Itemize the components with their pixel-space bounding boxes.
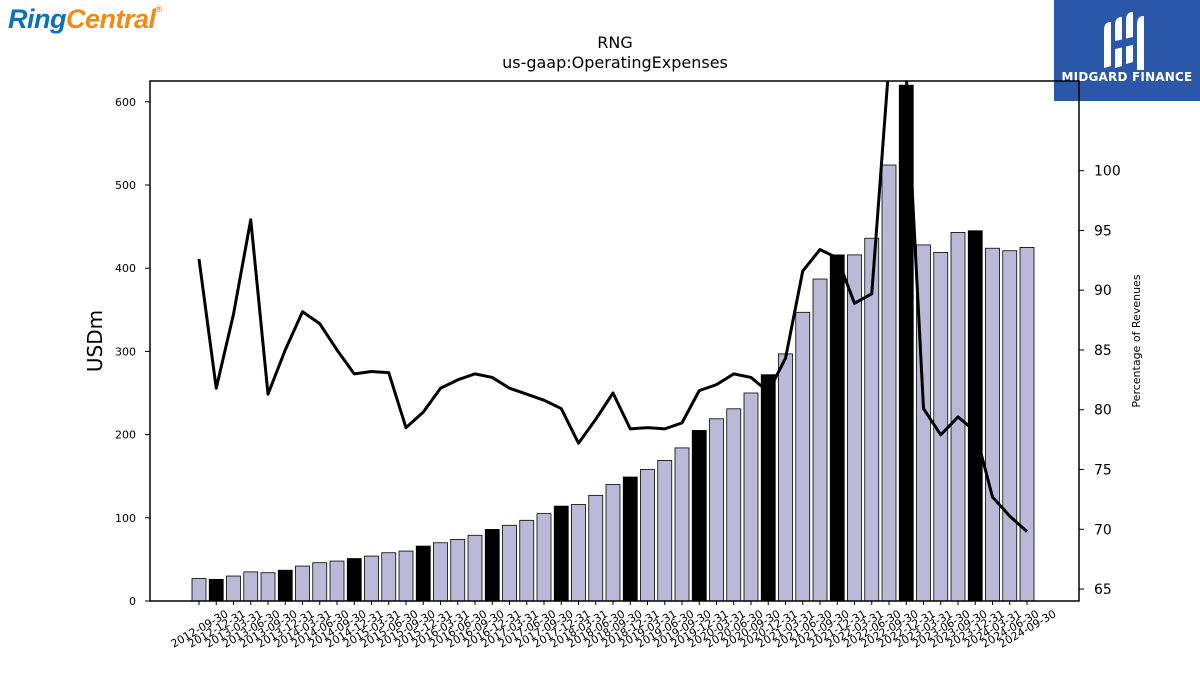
bar (484, 529, 500, 602)
left-tick-label: 500 (115, 179, 136, 192)
bar (588, 494, 604, 602)
bar (847, 254, 862, 602)
bar (295, 565, 310, 602)
left-tick-label: 400 (115, 262, 136, 275)
bar (743, 392, 759, 602)
right-tick-label: 75 (1094, 463, 1112, 479)
left-axis: 0 100 200 300 400 500 600 (115, 96, 150, 608)
bar (674, 447, 690, 602)
left-tick-label: 100 (115, 512, 136, 525)
bar (812, 278, 828, 602)
bar (191, 578, 207, 602)
bar (709, 418, 724, 602)
bar (622, 476, 638, 602)
right-axis-label: Percentage of Revenues (1130, 274, 1143, 407)
left-tick-label: 200 (115, 429, 136, 442)
bar (1002, 250, 1018, 602)
bar (433, 542, 448, 602)
left-axis-label: USDm (83, 310, 107, 372)
bar (312, 562, 328, 602)
bar (691, 430, 707, 602)
bar (760, 374, 776, 602)
bar (398, 550, 414, 602)
logo-ring-text: Ring (8, 4, 67, 34)
right-tick-label: 95 (1094, 223, 1112, 239)
bar (243, 571, 259, 602)
bar (605, 484, 621, 602)
line-series (197, 81, 1029, 533)
bar (381, 552, 397, 602)
bar (571, 504, 586, 602)
bar (985, 247, 1000, 602)
left-tick-label: 300 (115, 345, 136, 358)
chart-title-metric: us-gaap:OperatingExpenses (502, 53, 728, 72)
bar (450, 539, 466, 602)
bar (967, 230, 983, 602)
right-tick-label: 80 (1094, 403, 1112, 419)
right-tick-label: 85 (1094, 343, 1112, 359)
bar (519, 519, 535, 602)
bar (364, 555, 379, 602)
bar (726, 408, 742, 602)
bar-series (191, 84, 1035, 602)
x-axis: 2012-09-302012-12-312013-03-312013-06-30… (169, 601, 1059, 651)
bar (778, 353, 793, 602)
bar (467, 534, 483, 602)
logo-central-text: Central (66, 4, 156, 34)
bar (536, 513, 552, 602)
right-tick-label: 90 (1094, 283, 1112, 299)
midgard-emblem-icon (1104, 12, 1144, 70)
bar (502, 524, 517, 602)
bar (640, 469, 655, 602)
plot-frame (149, 80, 1080, 602)
bar (415, 545, 431, 602)
right-tick-label: 100 (1094, 164, 1121, 180)
bar (329, 560, 345, 602)
bar (795, 311, 811, 602)
left-tick-label: 600 (115, 96, 136, 109)
left-tick-label: 0 (129, 595, 136, 608)
bar (346, 558, 362, 602)
bar (829, 254, 845, 602)
bar (226, 575, 241, 602)
bar (657, 459, 673, 602)
bar (260, 572, 276, 602)
right-axis: 65 70 75 80 85 90 95 100 (1079, 164, 1121, 598)
logo-registered-mark: ® (155, 4, 163, 14)
right-tick-label: 65 (1094, 582, 1112, 598)
bar (553, 505, 569, 602)
bar (277, 569, 293, 602)
ringcentral-logo: RingCentral® (8, 4, 162, 35)
bar (208, 578, 224, 602)
midgard-finance-logo: MIDGARD FINANCE (1054, 0, 1200, 101)
percentage-of-revenues-line (197, 81, 1029, 533)
chart-title-ticker: RNG (597, 33, 632, 52)
right-tick-label: 70 (1094, 522, 1112, 538)
midgard-logo-text: MIDGARD FINANCE (1061, 70, 1193, 84)
bar (1019, 246, 1035, 602)
bar (881, 164, 897, 602)
